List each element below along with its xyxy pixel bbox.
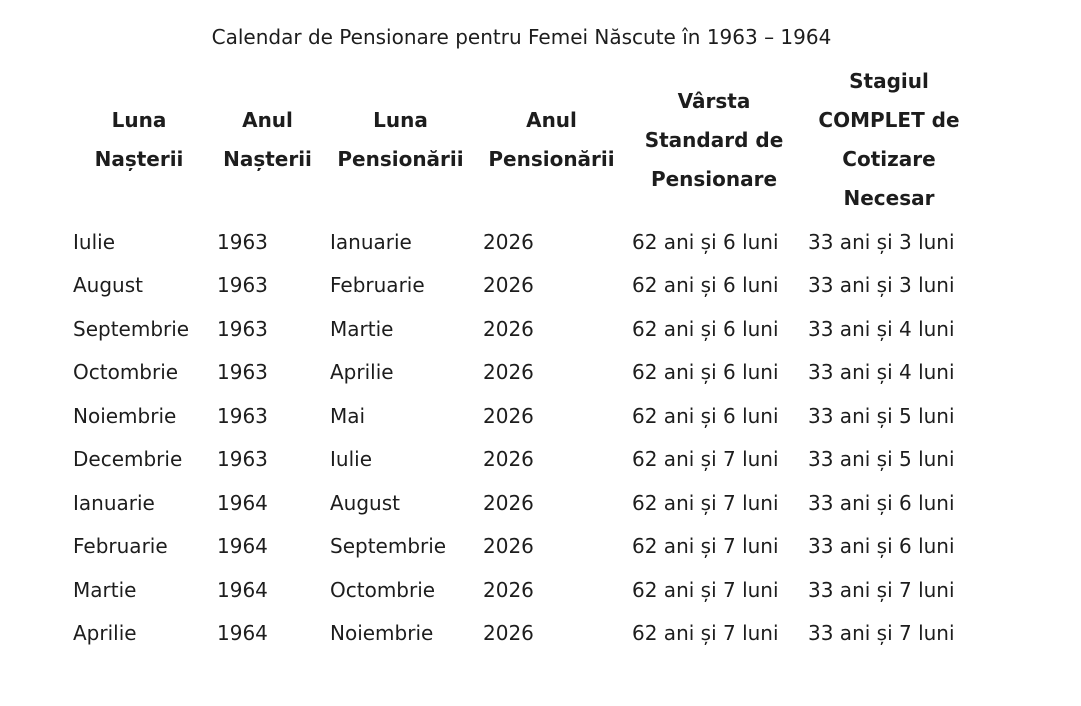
cell-anul-pensionarii: 2026 [483,316,534,341]
header-luna-pensionarii: Luna Pensionării [324,60,477,220]
cell-varsta-standard: 62 ani și 7 luni [632,534,779,559]
table-row: Decembrie 1963 Iulie 2026 62 ani și 7 lu… [67,438,976,482]
cell-luna-nasterii: Iulie [73,229,115,254]
cell-anul-pensionarii: 2026 [483,534,534,559]
cell-luna-pensionarii: August [330,490,400,515]
cell-anul-nasterii: 1964 [217,577,268,602]
cell-anul-pensionarii: 2026 [483,577,534,602]
cell-luna-nasterii: Septembrie [73,316,190,341]
cell-luna-pensionarii: Martie [330,316,394,341]
cell-varsta-standard: 62 ani și 7 luni [632,447,779,472]
header-line: Pensionare [650,166,778,191]
cell-anul-nasterii: 1963 [217,316,268,341]
header-varsta-standard: Vârsta Standard de Pensionare [626,60,802,220]
table-row: Februarie 1964 Septembrie 2026 62 ani și… [67,525,976,569]
header-line: Stagiul [849,69,929,93]
cell-luna-nasterii: Ianuarie [73,490,155,515]
cell-luna-nasterii: Februarie [73,534,168,559]
cell-stagiu-cotizare: 33 ani și 5 luni [808,447,955,472]
cell-luna-nasterii: August [73,273,143,298]
header-stagiu-cotizare: Stagiul COMPLET de Cotizare Necesar [802,60,976,220]
cell-stagiu-cotizare: 33 ani și 6 luni [808,534,955,559]
table-row: Noiembrie 1963 Mai 2026 62 ani și 6 luni… [67,394,976,438]
header-line: Anul [526,108,577,132]
header-line: Luna [373,108,428,132]
table-row: Iulie 1963 Ianuarie 2026 62 ani și 6 lun… [67,220,976,264]
table-row: Ianuarie 1964 August 2026 62 ani și 7 lu… [67,481,976,525]
cell-anul-nasterii: 1964 [217,490,268,515]
cell-luna-nasterii: Octombrie [73,360,179,385]
cell-luna-pensionarii: Mai [330,403,366,428]
header-line: Standard de [644,127,784,152]
cell-anul-nasterii: 1963 [217,403,268,428]
table-row: Aprilie 1964 Noiembrie 2026 62 ani și 7 … [67,612,976,656]
cell-luna-pensionarii: Aprilie [330,360,394,385]
cell-varsta-standard: 62 ani și 6 luni [632,403,779,428]
header-anul-pensionarii: Anul Pensionării [477,60,626,220]
cell-anul-pensionarii: 2026 [483,447,534,472]
header-line: Nașterii [94,147,184,171]
cell-stagiu-cotizare: 33 ani și 3 luni [808,273,955,298]
header-line: Nașterii [223,147,312,171]
table-row: Martie 1964 Octombrie 2026 62 ani și 7 l… [67,568,976,612]
cell-varsta-standard: 62 ani și 7 luni [632,621,779,646]
retirement-calendar-table: Luna Nașterii Anul Nașterii Luna Pension… [67,60,976,655]
header-line: Pensionării [337,147,464,171]
header-line: Luna [111,108,167,132]
cell-stagiu-cotizare: 33 ani și 4 luni [808,360,955,385]
cell-varsta-standard: 62 ani și 7 luni [632,577,779,602]
header-line: Vârsta [677,88,751,113]
cell-stagiu-cotizare: 33 ani și 5 luni [808,403,955,428]
header-line: COMPLET de [818,108,960,132]
header-line: Necesar [843,186,935,210]
cell-luna-pensionarii: Septembrie [330,534,447,559]
cell-varsta-standard: 62 ani și 6 luni [632,273,779,298]
cell-luna-nasterii: Decembrie [73,447,183,472]
cell-stagiu-cotizare: 33 ani și 7 luni [808,621,955,646]
cell-anul-pensionarii: 2026 [483,490,534,515]
cell-anul-pensionarii: 2026 [483,360,534,385]
cell-luna-pensionarii: Februarie [330,273,425,298]
cell-anul-nasterii: 1963 [217,229,268,254]
cell-anul-pensionarii: 2026 [483,229,534,254]
table-row: Septembrie 1963 Martie 2026 62 ani și 6 … [67,307,976,351]
cell-anul-pensionarii: 2026 [483,273,534,298]
cell-varsta-standard: 62 ani și 7 luni [632,490,779,515]
table-row: Octombrie 1963 Aprilie 2026 62 ani și 6 … [67,351,976,395]
cell-stagiu-cotizare: 33 ani și 7 luni [808,577,955,602]
header-line: Cotizare [842,147,936,171]
cell-anul-nasterii: 1963 [217,360,268,385]
page-title: Calendar de Pensionare pentru Femei Născ… [211,25,832,49]
cell-stagiu-cotizare: 33 ani și 3 luni [808,229,955,254]
header-line: Anul [242,108,293,132]
header-line: Pensionării [488,147,615,171]
header-luna-nasterii: Luna Nașterii [67,60,211,220]
cell-luna-nasterii: Aprilie [73,621,137,646]
cell-stagiu-cotizare: 33 ani și 6 luni [808,490,955,515]
cell-luna-pensionarii: Ianuarie [330,229,412,254]
cell-varsta-standard: 62 ani și 6 luni [632,316,779,341]
cell-anul-nasterii: 1964 [217,621,268,646]
cell-luna-nasterii: Noiembrie [73,403,177,428]
cell-stagiu-cotizare: 33 ani și 4 luni [808,316,955,341]
cell-anul-pensionarii: 2026 [483,403,534,428]
table-header-row: Luna Nașterii Anul Nașterii Luna Pension… [67,60,976,220]
header-anul-nasterii: Anul Nașterii [211,60,324,220]
table-row: August 1963 Februarie 2026 62 ani și 6 l… [67,264,976,308]
cell-luna-pensionarii: Iulie [330,447,372,472]
cell-luna-pensionarii: Noiembrie [330,621,434,646]
cell-luna-pensionarii: Octombrie [330,577,436,602]
cell-anul-nasterii: 1964 [217,534,268,559]
cell-anul-nasterii: 1963 [217,273,268,298]
cell-varsta-standard: 62 ani și 6 luni [632,360,779,385]
cell-anul-pensionarii: 2026 [483,621,534,646]
cell-anul-nasterii: 1963 [217,447,268,472]
cell-varsta-standard: 62 ani și 6 luni [632,229,779,254]
cell-luna-nasterii: Martie [73,577,137,602]
